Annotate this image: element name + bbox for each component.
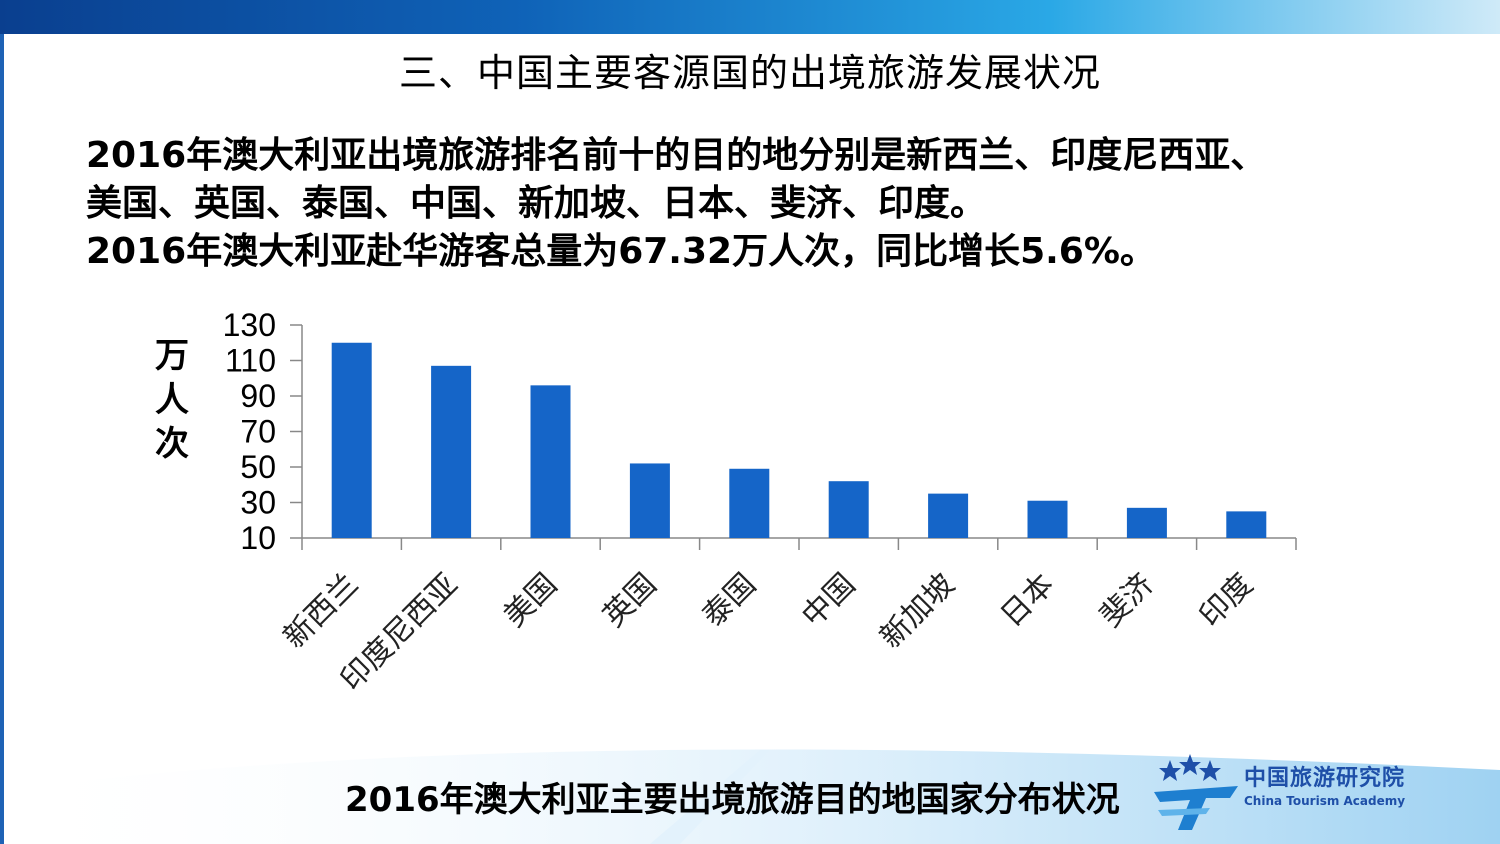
bar	[928, 493, 969, 538]
category-label: 中国	[795, 567, 862, 634]
category-label: 新加坡	[873, 567, 961, 655]
bar	[431, 365, 472, 538]
bottom-swoosh-decoration	[0, 749, 1500, 844]
category-label: 新西兰	[277, 567, 365, 655]
y-axis-unit-char: 万	[155, 336, 189, 376]
chart-caption: 2016年澳大利亚主要出境旅游目的地国家分布状况	[345, 780, 1120, 820]
y-tick-label: 110	[225, 343, 276, 379]
summary-line-2: 美国、英国、泰国、中国、新加坡、日本、斐济、印度。	[86, 183, 987, 224]
bar	[729, 468, 770, 538]
category-label: 美国	[497, 567, 564, 634]
category-label: 日本	[994, 567, 1061, 634]
logo-english-name: China Tourism Academy	[1244, 794, 1406, 808]
y-axis-unit-char: 人	[155, 380, 189, 420]
bar	[828, 481, 869, 538]
y-tick-label: 10	[240, 520, 276, 556]
y-axis-unit-char: 次	[155, 424, 189, 464]
bar	[629, 463, 670, 538]
y-tick-label: 50	[240, 449, 276, 485]
y-axis-unit-label: 万人次	[152, 334, 192, 466]
summary-line-1: 2016年澳大利亚出境旅游排名前十的目的地分别是新西兰、印度尼西亚、	[86, 135, 1267, 176]
y-tick-label: 70	[240, 414, 276, 450]
bar	[1027, 500, 1068, 538]
category-label: 英国	[596, 567, 663, 634]
y-tick-label: 30	[240, 485, 276, 521]
bar	[1226, 511, 1267, 538]
category-label: 斐济	[1093, 567, 1160, 634]
academy-emblem-icon	[1154, 754, 1238, 830]
category-label: 印度	[1193, 567, 1260, 634]
left-accent-line	[0, 34, 4, 844]
bar	[1126, 507, 1167, 538]
y-tick-label: 130	[223, 307, 276, 343]
bar	[331, 342, 372, 538]
category-label: 泰国	[696, 567, 763, 634]
y-tick-label: 90	[240, 378, 276, 414]
top-color-band	[0, 0, 1500, 34]
summary-paragraph: 2016年澳大利亚出境旅游排名前十的目的地分别是新西兰、印度尼西亚、 美国、英国…	[86, 132, 1466, 276]
academy-logo: 中国旅游研究院 China Tourism Academy	[1150, 752, 1450, 832]
slide-heading: 三、中国主要客源国的出境旅游发展状况	[398, 51, 1101, 95]
bar	[530, 385, 571, 538]
logo-chinese-name: 中国旅游研究院	[1244, 766, 1406, 791]
summary-line-3: 2016年澳大利亚赴华游客总量为67.32万人次，同比增长5.6%。	[86, 231, 1156, 272]
